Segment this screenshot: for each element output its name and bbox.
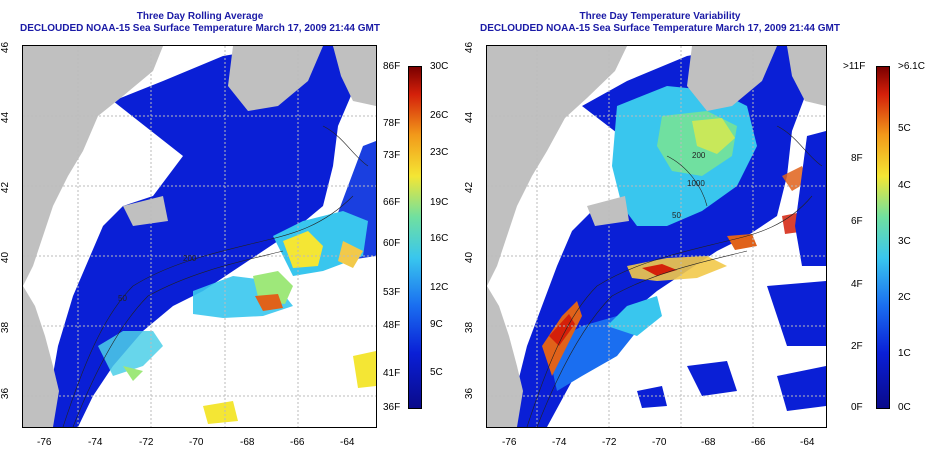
left-contour-label-2: 50	[118, 294, 127, 303]
left-x-tick: -76	[37, 437, 52, 448]
left-cb-f-label: 53F	[383, 287, 401, 298]
right-x-tick: -72	[602, 437, 617, 448]
right-x-tick: -76	[502, 437, 517, 448]
left-x-tick: -74	[88, 437, 103, 448]
right-colorbar	[876, 66, 890, 409]
left-y-tick: 38	[0, 321, 12, 334]
right-x-tick: -74	[552, 437, 567, 448]
left-y-tick: 42	[0, 181, 12, 194]
left-cb-c-label: 5C	[430, 367, 443, 378]
right-y-tick: 42	[464, 181, 476, 194]
right-cb-f-label: >11F	[843, 61, 866, 72]
right-cb-c-label: >6.1C	[898, 61, 925, 72]
right-cb-c-label: 1C	[898, 348, 911, 359]
right-cb-f-label: 4F	[851, 279, 863, 290]
left-cb-f-label: 78F	[383, 118, 401, 129]
right-variability-map: 1000 200 50	[486, 45, 827, 428]
right-cb-f-label: 6F	[851, 216, 863, 227]
left-cb-f-label: 60F	[383, 238, 401, 249]
left-cb-c-label: 9C	[430, 319, 443, 330]
left-contour-label-1: 200	[183, 254, 197, 263]
right-x-tick: -68	[701, 437, 716, 448]
right-cb-c-label: 3C	[898, 236, 911, 247]
right-cb-f-label: 8F	[851, 153, 863, 164]
right-contour-label-2: 200	[692, 151, 706, 160]
left-x-tick: -64	[340, 437, 355, 448]
left-cb-f-label: 41F	[383, 368, 401, 379]
left-y-tick: 36	[0, 387, 12, 400]
right-y-tick: 44	[464, 111, 476, 124]
right-cb-c-label: 5C	[898, 123, 911, 134]
left-y-tick: 40	[0, 251, 12, 264]
right-title-line2: DECLOUDED NOAA-15 Sea Surface Temperatur…	[480, 23, 840, 34]
left-title-line1: Three Day Rolling Average	[136, 11, 264, 22]
left-x-tick: -72	[139, 437, 154, 448]
left-cb-f-label: 73F	[383, 150, 401, 161]
left-y-tick: 44	[0, 111, 12, 124]
left-cb-f-label: 86F	[383, 61, 401, 72]
left-x-tick: -66	[290, 437, 305, 448]
right-y-tick: 38	[464, 321, 476, 334]
left-cb-f-label: 66F	[383, 197, 401, 208]
left-x-tick: -70	[189, 437, 204, 448]
left-cb-c-label: 23C	[430, 147, 449, 158]
right-x-tick: -64	[800, 437, 815, 448]
left-cb-c-label: 12C	[430, 282, 449, 293]
right-cb-c-label: 0C	[898, 402, 911, 413]
left-title-line2: DECLOUDED NOAA-15 Sea Surface Temperatur…	[20, 23, 380, 34]
left-cb-c-label: 30C	[430, 61, 449, 72]
left-y-tick: 46	[0, 41, 12, 54]
right-cb-c-label: 4C	[898, 180, 911, 191]
left-cb-c-label: 16C	[430, 233, 449, 244]
right-contour-label-1: 1000	[687, 179, 705, 188]
right-x-tick: -70	[652, 437, 667, 448]
left-x-tick: -68	[240, 437, 255, 448]
right-contour-label-3: 50	[672, 211, 681, 220]
right-y-tick: 46	[464, 41, 476, 54]
left-cb-c-label: 19C	[430, 197, 449, 208]
left-colorbar	[408, 66, 422, 409]
right-y-tick: 36	[464, 387, 476, 400]
right-x-tick: -66	[751, 437, 766, 448]
left-sst-map: 200 50	[22, 45, 377, 428]
right-cb-f-label: 0F	[851, 402, 863, 413]
right-cb-f-label: 2F	[851, 341, 863, 352]
left-cb-f-label: 48F	[383, 320, 401, 331]
left-cb-f-label: 36F	[383, 402, 401, 413]
right-y-tick: 40	[464, 251, 476, 264]
right-title-line1: Three Day Temperature Variability	[579, 11, 741, 22]
left-cb-c-label: 26C	[430, 110, 449, 121]
right-cb-c-label: 2C	[898, 292, 911, 303]
